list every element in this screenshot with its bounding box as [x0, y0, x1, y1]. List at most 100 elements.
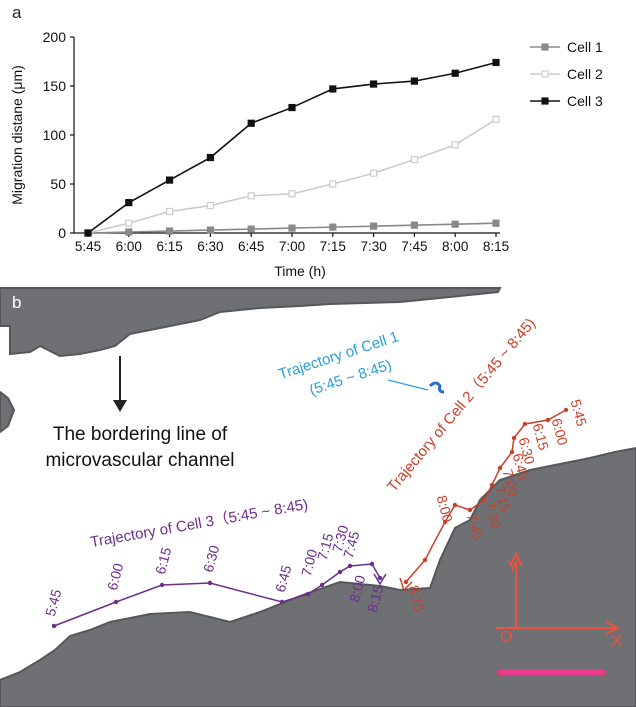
- series-point-2: [206, 201, 214, 210]
- series-point-2: [370, 169, 378, 177]
- y-axis-label: Migration distane (μm): [9, 65, 25, 205]
- cell3-point: [51, 623, 57, 629]
- series-point-2: [410, 155, 418, 164]
- cell2-point: [452, 502, 458, 508]
- legend-marker: [541, 43, 549, 51]
- cell2-point: [509, 449, 515, 455]
- x-tick-label: 6:30: [197, 239, 223, 254]
- cell3-time-label: 7:15: [314, 531, 337, 562]
- series-point-1: [125, 228, 133, 236]
- y-tick-label: 200: [43, 29, 67, 45]
- y-tick-label: 50: [50, 176, 66, 192]
- series-point-2: [247, 192, 255, 200]
- cell3-point: [377, 575, 383, 581]
- x-tick-label: 8:00: [442, 239, 468, 254]
- cell3-time-label: 7:45: [340, 529, 363, 560]
- cell2-point: [422, 557, 428, 563]
- series-point-1: [410, 221, 418, 229]
- series-point-1: [370, 222, 378, 230]
- cell3-time-label: 6:45: [272, 563, 295, 594]
- cell2-time-label: 5:45: [568, 397, 591, 428]
- cell3-time-label: 7:00: [298, 547, 321, 578]
- series-point-3: [410, 77, 418, 85]
- series-point-2: [166, 207, 174, 216]
- series-point-1: [247, 225, 255, 233]
- chart-series: [84, 58, 500, 237]
- x-axis-letter: X: [611, 631, 622, 650]
- cell2-point: [563, 407, 569, 413]
- y-tick-label: 100: [43, 127, 67, 143]
- cell2-point: [511, 435, 517, 441]
- panel-b: b The bordering line of microvascular ch…: [0, 287, 636, 707]
- cell2-time-label: 6:30: [516, 435, 539, 466]
- channel-wall-left-bump: [0, 390, 16, 434]
- cell3-point: [347, 563, 353, 569]
- x-axis-label: Time (h): [274, 263, 326, 279]
- channel-wall-bottom: [0, 446, 636, 707]
- series-line-2: [87, 118, 497, 234]
- series-point-3: [166, 176, 174, 184]
- series-point-3: [125, 199, 133, 207]
- cell2-trajectory: 5:456:006:156:306:457:007:157:307:45 8:00…: [399, 397, 591, 614]
- chart-legend: Cell 1 Cell 2 Cell 3: [530, 39, 603, 109]
- series-point-2: [451, 141, 459, 149]
- cell3-point: [305, 591, 311, 597]
- channel-wall-top: [0, 287, 502, 358]
- cell3-point: [207, 580, 213, 586]
- x-tick-label: 6:00: [116, 239, 142, 254]
- cell2-point: [481, 497, 487, 503]
- cell2-point: [497, 465, 503, 471]
- series-point-1: [206, 226, 214, 234]
- annotation-arrow-head: [113, 400, 127, 412]
- series-point-1: [166, 227, 174, 235]
- cell1-pointer: [387, 379, 429, 391]
- cell2-time-label: 7:45: [464, 511, 487, 542]
- cell2-point: [442, 519, 448, 525]
- cell2-arrow-head: [399, 577, 413, 592]
- cell2-time-label: 8:00: [434, 493, 457, 524]
- legend-marker: [541, 97, 549, 105]
- cell3-time-label: 7:30: [329, 523, 352, 554]
- cell3-point: [113, 599, 119, 605]
- cell3-time-label: 6:15: [152, 545, 175, 576]
- cell3-point: [369, 561, 375, 567]
- series-point-2: [288, 190, 296, 198]
- scale-bar: [498, 669, 606, 675]
- panel-a-label: a: [12, 3, 22, 22]
- series-point-3: [288, 103, 296, 112]
- cell3-time-label: 6:00: [104, 561, 127, 592]
- x-tick-label: 6:45: [238, 239, 264, 254]
- series-point-1: [288, 224, 296, 232]
- series-point-2: [492, 115, 500, 123]
- panel-b-label: b: [12, 293, 21, 312]
- series-point-1: [329, 223, 337, 231]
- cell3-point: [159, 582, 165, 588]
- cell3-time-label: 8:15: [364, 583, 387, 614]
- cell2-time-label: 6:45: [510, 451, 533, 482]
- legend-label: Cell 3: [567, 93, 603, 109]
- y-arrow-head: [509, 551, 523, 567]
- line-chart: 0 50 100 150 200 5:45 6:00 6:15 6:30 6:45 7:00 7:15…: [9, 29, 603, 279]
- cell3-time-label: 6:30: [200, 543, 223, 574]
- series-point-1: [492, 219, 500, 227]
- series-point-3: [370, 80, 378, 88]
- x-tick-label: 7:15: [320, 239, 346, 254]
- x-tick-label: 5:45: [75, 239, 101, 254]
- x-tick-label: 7:00: [279, 239, 305, 254]
- cell2-time-label: 7:15: [492, 483, 515, 514]
- cell3-time-label: 8:00: [346, 573, 369, 604]
- x-tick-label: 7:30: [360, 239, 386, 254]
- series-line-3: [87, 61, 497, 234]
- cell2-time-label: 6:15: [530, 421, 553, 452]
- cell3-point: [337, 569, 343, 575]
- coordinate-axes: Y X O: [496, 551, 622, 650]
- legend-label: Cell 1: [567, 39, 603, 55]
- x-tick-label: 6:15: [156, 239, 182, 254]
- cell2-point: [489, 482, 495, 488]
- cell2-time-label: 8:15: [406, 583, 429, 614]
- cell2-time-label: 7:00: [500, 467, 523, 498]
- y-tick-label: 150: [43, 78, 67, 94]
- cell3-point: [319, 582, 325, 588]
- series-point-3: [451, 69, 459, 77]
